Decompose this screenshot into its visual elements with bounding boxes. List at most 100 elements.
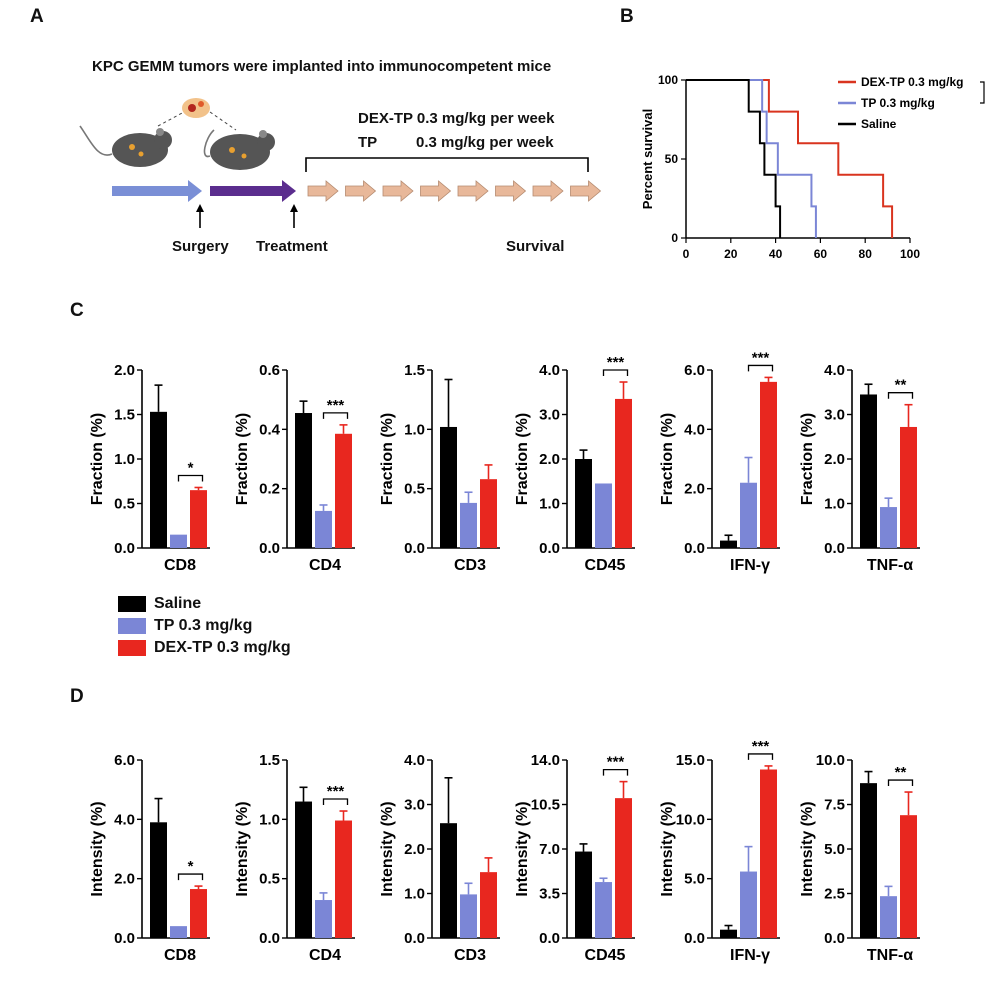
category-label: CD3 — [454, 557, 486, 574]
y-tick-label: 0.0 — [824, 540, 845, 557]
y-tick-label: 0.0 — [114, 540, 135, 557]
y-tick-label: 0.0 — [259, 540, 280, 557]
y-tick-label: 1.0 — [824, 496, 845, 513]
y-tick-label: 3.5 — [539, 886, 560, 903]
survival-line-0 — [686, 79, 894, 238]
category-label: CD45 — [585, 947, 626, 964]
y-tick-label: 4.0 — [539, 362, 560, 379]
schematic-title: KPC GEMM tumors were implanted into immu… — [92, 58, 552, 75]
bar — [740, 871, 757, 938]
bar — [295, 801, 312, 938]
bar — [595, 483, 612, 548]
surgery-arrow — [196, 204, 204, 228]
y-tick-label: 0 — [671, 231, 678, 245]
category-label: TNF-α — [867, 557, 913, 574]
category-label: CD45 — [585, 557, 626, 574]
y-tick-label: 0.0 — [684, 930, 705, 947]
bar — [150, 411, 167, 548]
y-tick-label: 0.6 — [259, 362, 280, 379]
y-tick-label: 0.0 — [684, 540, 705, 557]
y-tick-label: 2.0 — [684, 481, 705, 498]
bar — [335, 433, 352, 548]
timeline-arrow — [112, 180, 202, 202]
y-axis-label: Fraction (%) — [659, 413, 676, 505]
y-axis-label: Intensity (%) — [89, 801, 106, 896]
category-label: IFN-γ — [730, 947, 770, 964]
legend-item-tp: TP 0.3 mg/kg — [118, 615, 291, 637]
y-tick-label: 6.0 — [114, 752, 135, 769]
y-axis-label: Intensity (%) — [659, 801, 676, 896]
bar-chart-d-cd45: 0.0 3.5 7.0 10.5 14.0 Intensity (%) CD45 *** — [514, 752, 635, 964]
bar — [460, 502, 477, 548]
panel-label-a: A — [30, 6, 44, 27]
legend-label-dex: DEX-TP 0.3 mg/kg — [154, 639, 291, 656]
y-tick-label: 1.0 — [404, 886, 425, 903]
significance-label: *** — [327, 397, 345, 414]
bar — [190, 889, 207, 938]
significance-label: *** — [607, 754, 625, 771]
significance-bracket — [177, 474, 204, 482]
dosing-bracket — [305, 157, 589, 172]
significance-label: * — [188, 858, 194, 875]
y-tick-label: 1.0 — [259, 811, 280, 828]
y-axis-label: Fraction (%) — [514, 413, 531, 505]
y-axis-label: Fraction (%) — [89, 413, 106, 505]
significance-bracket — [747, 753, 774, 760]
survival-line-1 — [686, 79, 817, 238]
y-axis-label: Fraction (%) — [379, 413, 396, 505]
y-tick-label: 4.0 — [404, 752, 425, 769]
y-tick-label: 1.5 — [114, 407, 135, 424]
panel-label-d: D — [70, 686, 84, 707]
bar — [190, 490, 207, 548]
significance-label: ** — [895, 764, 907, 781]
legend-item-saline: Saline — [118, 593, 291, 615]
schematic-treatment-label: Treatment — [256, 238, 328, 255]
y-tick-label: 3.0 — [539, 407, 560, 424]
bar — [315, 900, 332, 938]
y-tick-label: 0.2 — [259, 481, 280, 498]
category-label: IFN-γ — [730, 557, 770, 574]
category-label: CD8 — [164, 557, 196, 574]
bar — [335, 820, 352, 938]
y-tick-label: 0.0 — [824, 930, 845, 947]
schematic-tp-dose: 0.3 mg/kg per week — [416, 134, 554, 151]
y-tick-label: 0.0 — [404, 930, 425, 947]
bar — [460, 894, 477, 938]
y-tick-label: 0.0 — [539, 930, 560, 947]
significance-label: *** — [752, 349, 770, 366]
significance-label: *** — [327, 783, 345, 800]
dosing-arrow — [532, 180, 564, 202]
bar — [480, 479, 497, 548]
y-axis-label: Fraction (%) — [234, 413, 251, 505]
dosing-arrow — [570, 180, 602, 202]
significance-bracket — [322, 798, 349, 806]
schematic-survival-label: Survival — [506, 238, 565, 255]
bar-legend: Saline TP 0.3 mg/kg DEX-TP 0.3 mg/kg — [118, 593, 291, 659]
bar-chart-c-cd45: 0.0 1.0 2.0 3.0 4.0 Fraction (%) CD45 *** — [514, 354, 635, 574]
bar — [575, 459, 592, 548]
y-axis-label: Intensity (%) — [514, 801, 531, 896]
significance-label: *** — [752, 738, 770, 755]
y-tick-label: 0.0 — [114, 930, 135, 947]
significance-label: *** — [607, 354, 625, 371]
y-tick-label: 0.5 — [404, 481, 425, 498]
x-tick-label: 60 — [814, 247, 828, 261]
y-tick-label: 0.4 — [259, 421, 281, 438]
treatment-arrow — [290, 204, 298, 228]
legend-swatch-tp — [118, 618, 146, 634]
legend-label: Saline — [861, 117, 897, 131]
y-tick-label: 15.0 — [676, 752, 705, 769]
y-tick-label: 4.0 — [824, 362, 845, 379]
y-tick-label: 10.0 — [816, 752, 845, 769]
legend-swatch-dex — [118, 640, 146, 656]
category-label: CD3 — [454, 947, 486, 964]
bar — [315, 510, 332, 548]
bar — [760, 769, 777, 938]
dosing-arrow — [382, 180, 414, 202]
bar — [900, 426, 917, 548]
bar — [900, 815, 917, 938]
y-tick-label: 100 — [658, 73, 678, 87]
y-tick-label: 5.0 — [824, 841, 845, 858]
bar — [880, 507, 897, 548]
y-tick-label: 1.0 — [114, 451, 135, 468]
